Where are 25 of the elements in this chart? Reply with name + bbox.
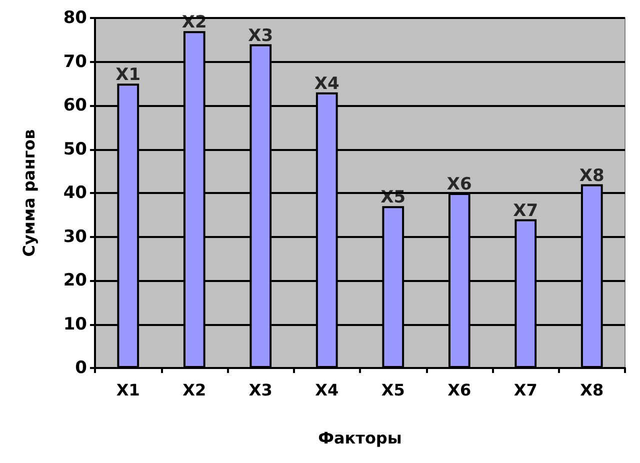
y-tick-label: 40 <box>63 183 88 203</box>
y-axis-title: Сумма рангов <box>20 129 38 257</box>
y-tick-label: 70 <box>63 52 88 72</box>
y-tick-label: 10 <box>63 314 88 334</box>
x-axis-title: Факторы <box>318 428 402 448</box>
y-tick-label: 0 <box>75 358 88 378</box>
x-tick-label: X6 <box>448 380 472 400</box>
annotation: X8 <box>579 166 604 186</box>
annotation: X6 <box>446 174 472 194</box>
y-tick-label: 60 <box>63 96 88 116</box>
x-tick-label: X7 <box>514 380 538 400</box>
x-tick-label: X4 <box>315 380 339 400</box>
annotation: X4 <box>314 74 340 94</box>
annotation: X3 <box>248 26 274 46</box>
x-tick-label: X2 <box>182 380 206 400</box>
y-tick-label: 50 <box>63 139 88 160</box>
x-tick-label: X5 <box>381 380 405 400</box>
y-tick-label: 80 <box>63 8 88 28</box>
x-tick-label: X1 <box>116 380 140 400</box>
y-tick-label: 20 <box>63 270 88 290</box>
annotation: X7 <box>513 200 538 221</box>
x-tick-label: X8 <box>580 380 604 400</box>
y-tick-label: 30 <box>63 226 88 247</box>
x-tick-label: X3 <box>248 380 272 400</box>
annotation: X1 <box>116 65 141 86</box>
